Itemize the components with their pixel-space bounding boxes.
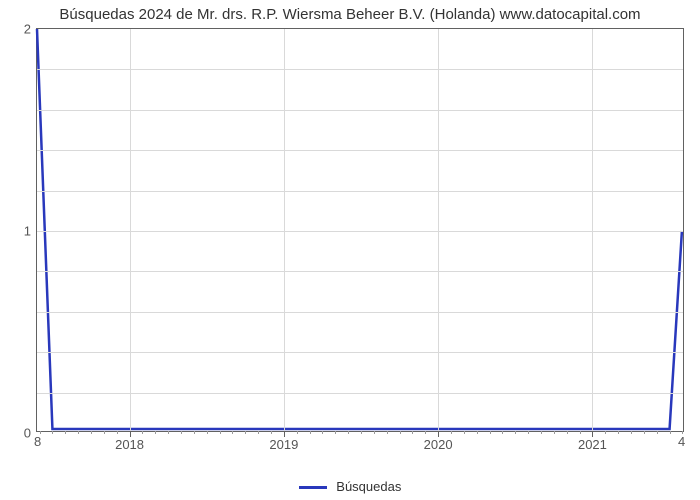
x-minor-tick (168, 431, 169, 434)
grid-v (130, 29, 131, 431)
x-minor-tick (644, 431, 645, 434)
x-minor-tick (554, 431, 555, 434)
x-minor-tick (490, 431, 491, 434)
x-minor-tick (65, 431, 66, 434)
grid-h (37, 110, 683, 111)
x-minor-tick (271, 431, 272, 434)
plot-area: 0122018201920202021 (36, 28, 684, 432)
x-minor-tick (412, 431, 413, 434)
x-minor-tick (232, 431, 233, 434)
x-minor-tick (297, 431, 298, 434)
grid-h (37, 191, 683, 192)
x-tick-label: 2018 (115, 437, 144, 452)
x-minor-tick (117, 431, 118, 434)
legend: Búsquedas (0, 479, 700, 494)
x-minor-tick (477, 431, 478, 434)
y-tick-label: 2 (24, 22, 31, 37)
x-minor-tick (400, 431, 401, 434)
x-minor-tick (567, 431, 568, 434)
x-minor-tick (181, 431, 182, 434)
x-minor-tick (104, 431, 105, 434)
x-minor-tick (387, 431, 388, 434)
x-minor-tick (335, 431, 336, 434)
x-minor-tick (657, 431, 658, 434)
x-minor-tick (528, 431, 529, 434)
x-minor-tick (361, 431, 362, 434)
legend-label: Búsquedas (336, 479, 401, 494)
x-minor-tick (322, 431, 323, 434)
grid-h (37, 69, 683, 70)
x-tick-label: 2020 (424, 437, 453, 452)
x-minor-tick (502, 431, 503, 434)
x-minor-tick (194, 431, 195, 434)
x-minor-tick (425, 431, 426, 434)
x-minor-tick (220, 431, 221, 434)
x-minor-tick (155, 431, 156, 434)
x-minor-tick (207, 431, 208, 434)
x-minor-tick (580, 431, 581, 434)
grid-h (37, 271, 683, 272)
x-minor-tick (618, 431, 619, 434)
x-minor-tick (348, 431, 349, 434)
grid-h (37, 312, 683, 313)
chart-container: Búsquedas 2024 de Mr. drs. R.P. Wiersma … (0, 0, 700, 500)
corner-right-label: 4 (678, 434, 685, 449)
x-minor-tick (142, 431, 143, 434)
x-minor-tick (464, 431, 465, 434)
x-minor-tick (541, 431, 542, 434)
x-minor-tick (451, 431, 452, 434)
grid-h (37, 150, 683, 151)
x-minor-tick (374, 431, 375, 434)
x-minor-tick (52, 431, 53, 434)
x-minor-tick (258, 431, 259, 434)
grid-h (37, 352, 683, 353)
grid-v (592, 29, 593, 431)
y-tick-label: 1 (24, 224, 31, 239)
x-tick-label: 2019 (269, 437, 298, 452)
grid-v (284, 29, 285, 431)
x-minor-tick (78, 431, 79, 434)
x-minor-tick (515, 431, 516, 434)
grid-h (37, 231, 683, 232)
y-tick-label: 0 (24, 426, 31, 441)
grid-v (438, 29, 439, 431)
x-minor-tick (91, 431, 92, 434)
legend-swatch (299, 486, 327, 489)
x-minor-tick (245, 431, 246, 434)
chart-title: Búsquedas 2024 de Mr. drs. R.P. Wiersma … (0, 6, 700, 23)
x-minor-tick (670, 431, 671, 434)
x-tick-label: 2021 (578, 437, 607, 452)
corner-left-label: 8 (34, 434, 41, 449)
x-minor-tick (310, 431, 311, 434)
grid-h (37, 393, 683, 394)
x-minor-tick (631, 431, 632, 434)
x-minor-tick (605, 431, 606, 434)
